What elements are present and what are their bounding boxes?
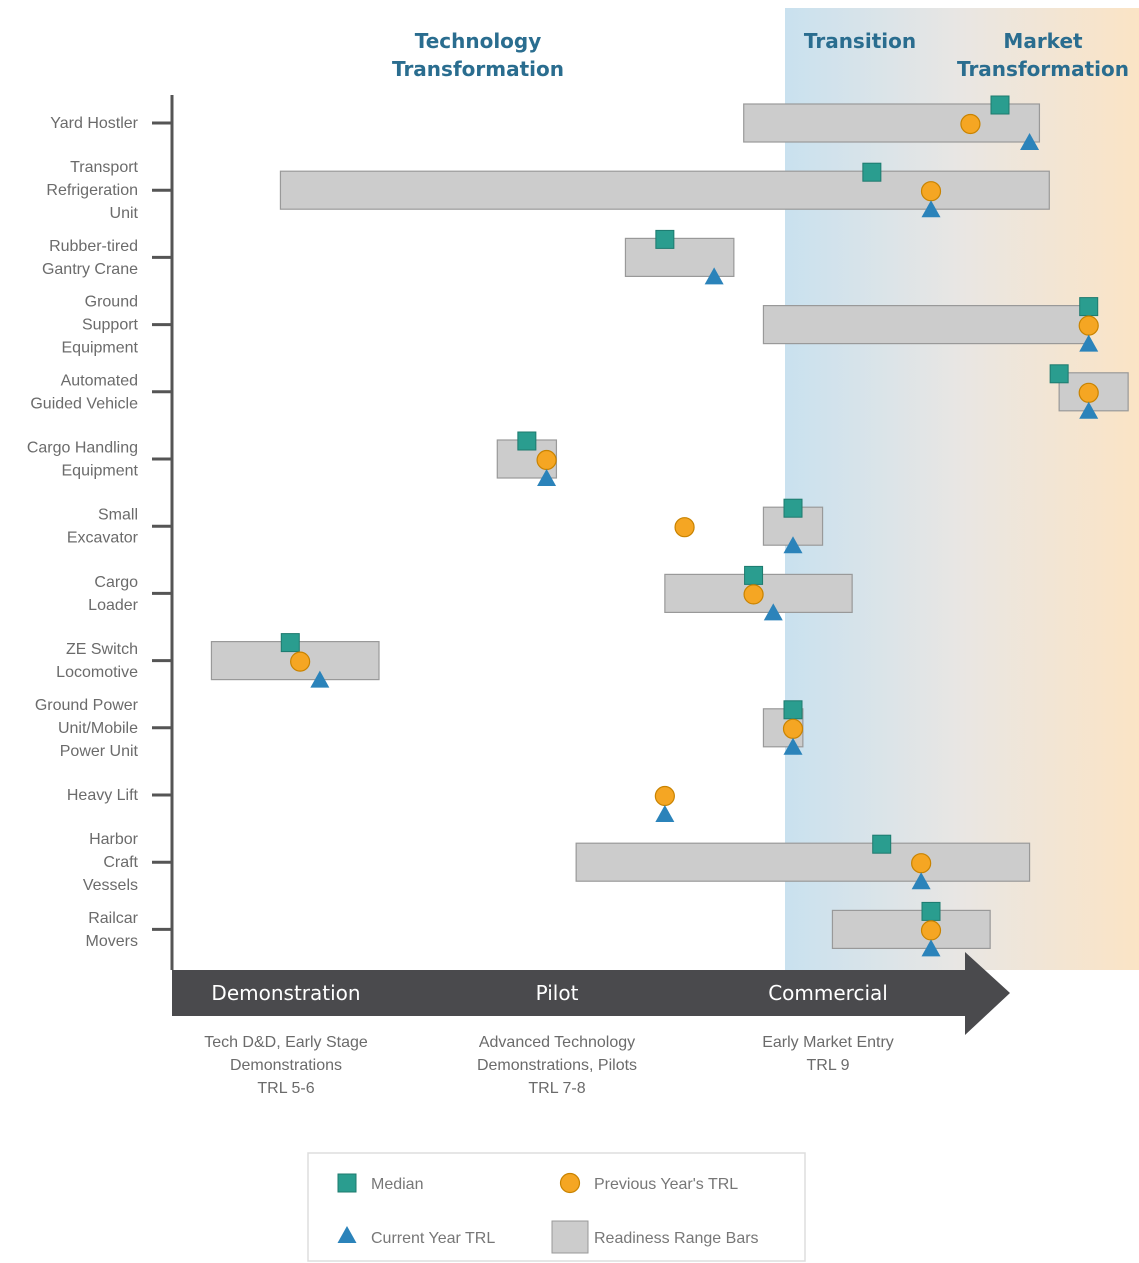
- category-label: Ground Power Unit/Mobile Power Unit: [35, 697, 139, 760]
- legend: Median Previous Year's TRL Current Year TR…: [307, 1152, 806, 1262]
- median-marker: [1049, 364, 1069, 384]
- current-trl-marker: [704, 267, 724, 285]
- legend-item: Readiness Range Bars: [551, 1220, 759, 1254]
- current-trl-marker: [310, 670, 330, 688]
- stage-label: Demonstration: [211, 981, 360, 1005]
- previous-trl-marker: [674, 517, 695, 538]
- legend-label: Readiness Range Bars: [594, 1230, 759, 1247]
- region-label: Technology Transformation: [392, 29, 564, 81]
- median-marker: [990, 95, 1010, 115]
- category-label: Yard Hostler: [50, 115, 138, 132]
- current-trl-marker: [921, 939, 941, 957]
- current-trl-marker: [537, 469, 557, 486]
- previous-trl-marker: [911, 853, 932, 874]
- range-bar: [762, 305, 1090, 345]
- legend-label: Previous Year's TRL: [594, 1176, 738, 1193]
- previous-trl-marker: [960, 113, 981, 135]
- stage-description: Advanced Technology Demonstrations, Pilot…: [477, 1034, 637, 1097]
- median-marker: [872, 834, 892, 854]
- current-trl-marker: [763, 603, 783, 621]
- category-label: Transport Refrigeration Unit: [46, 159, 138, 222]
- legend-current-swatch: [337, 1226, 357, 1243]
- region-label: Market Transformation: [957, 29, 1129, 81]
- region-label: Transition: [804, 29, 916, 53]
- stage-label: Pilot: [536, 981, 579, 1005]
- median-marker: [280, 633, 300, 653]
- median-marker: [783, 700, 803, 720]
- category-label: Ground Support Equipment: [62, 294, 139, 357]
- stage-arrow: [172, 952, 1010, 1035]
- current-trl-marker: [1079, 401, 1099, 419]
- median-marker: [744, 565, 764, 585]
- previous-trl-marker: [743, 584, 764, 605]
- category-label: Automated Guided Vehicle: [30, 372, 138, 412]
- category-label: Small Excavator: [67, 507, 139, 547]
- previous-trl-marker: [920, 920, 942, 941]
- category-label: Heavy Lift: [67, 787, 139, 804]
- median-marker: [783, 498, 803, 518]
- previous-trl-marker: [536, 449, 557, 471]
- stage-label: Commercial: [768, 981, 888, 1005]
- median-marker: [921, 901, 941, 921]
- legend-label: Median: [371, 1176, 423, 1193]
- range-bar: [831, 909, 991, 950]
- legend-previous-swatch: [559, 1172, 581, 1194]
- range-bar: [575, 842, 1031, 882]
- previous-trl-marker: [782, 718, 804, 739]
- current-trl-marker: [1079, 334, 1099, 352]
- category-label: Rubber-tired Gantry Crane: [42, 238, 138, 278]
- current-trl-marker: [921, 200, 941, 218]
- legend-item: Median: [337, 1173, 423, 1193]
- category-label: Cargo Handling Equipment: [27, 440, 139, 480]
- previous-trl-marker: [920, 181, 942, 202]
- category-label: Cargo Loader: [88, 574, 138, 614]
- legend-item: Current Year TRL: [337, 1226, 495, 1247]
- legend-label: Current Year TRL: [371, 1230, 495, 1247]
- category-label: Railcar Movers: [86, 910, 139, 950]
- legend-range-swatch: [551, 1220, 589, 1254]
- region-headers: Technology Transformation Transition Market…: [392, 29, 1129, 81]
- stage-description: Early Market Entry TRL 9: [762, 1034, 894, 1074]
- category-label: Harbor Craft Vessels: [83, 831, 139, 894]
- range-bar: [743, 103, 1041, 143]
- current-trl-marker: [783, 536, 803, 554]
- median-marker: [517, 431, 537, 451]
- current-trl-marker: [783, 737, 803, 755]
- legend-box: [307, 1152, 806, 1262]
- median-marker: [1079, 297, 1099, 317]
- transition-market-background: [785, 8, 1139, 970]
- legend-median-swatch: [337, 1173, 357, 1193]
- previous-trl-marker: [1078, 315, 1099, 336]
- median-marker: [862, 162, 882, 182]
- current-trl-marker: [911, 872, 931, 890]
- stage-description: Tech D&D, Early Stage Demonstrations TRL 5…: [204, 1034, 368, 1097]
- previous-trl-marker: [654, 785, 675, 807]
- current-trl-marker: [1020, 133, 1040, 150]
- stage-labels: Demonstration Tech D&D, Early Stage Demons…: [204, 981, 894, 1097]
- y-axis-ticks: [152, 121, 172, 931]
- previous-trl-marker: [290, 651, 311, 672]
- markers: [280, 95, 1099, 957]
- category-labels: Yard Hostler Transport Refrigeration Unit Ru…: [27, 115, 139, 950]
- range-bar: [624, 237, 735, 277]
- median-marker: [655, 229, 675, 249]
- current-trl-marker: [655, 805, 675, 822]
- category-label: ZE Switch Locomotive: [56, 641, 138, 681]
- previous-trl-marker: [1078, 382, 1099, 403]
- legend-item: Previous Year's TRL: [559, 1172, 738, 1194]
